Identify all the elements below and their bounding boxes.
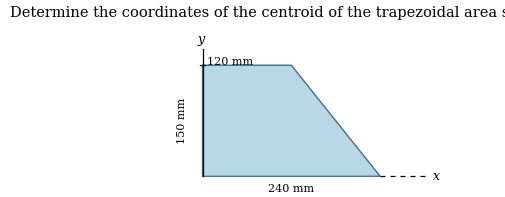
Text: 150 mm: 150 mm bbox=[176, 98, 186, 144]
Text: x: x bbox=[433, 170, 439, 183]
Text: 120 mm: 120 mm bbox=[207, 57, 252, 67]
Polygon shape bbox=[202, 65, 379, 176]
Text: 240 mm: 240 mm bbox=[268, 184, 314, 194]
Text: Determine the coordinates of the centroid of the trapezoidal area shown.: Determine the coordinates of the centroi… bbox=[10, 6, 505, 20]
Text: y: y bbox=[197, 33, 204, 46]
